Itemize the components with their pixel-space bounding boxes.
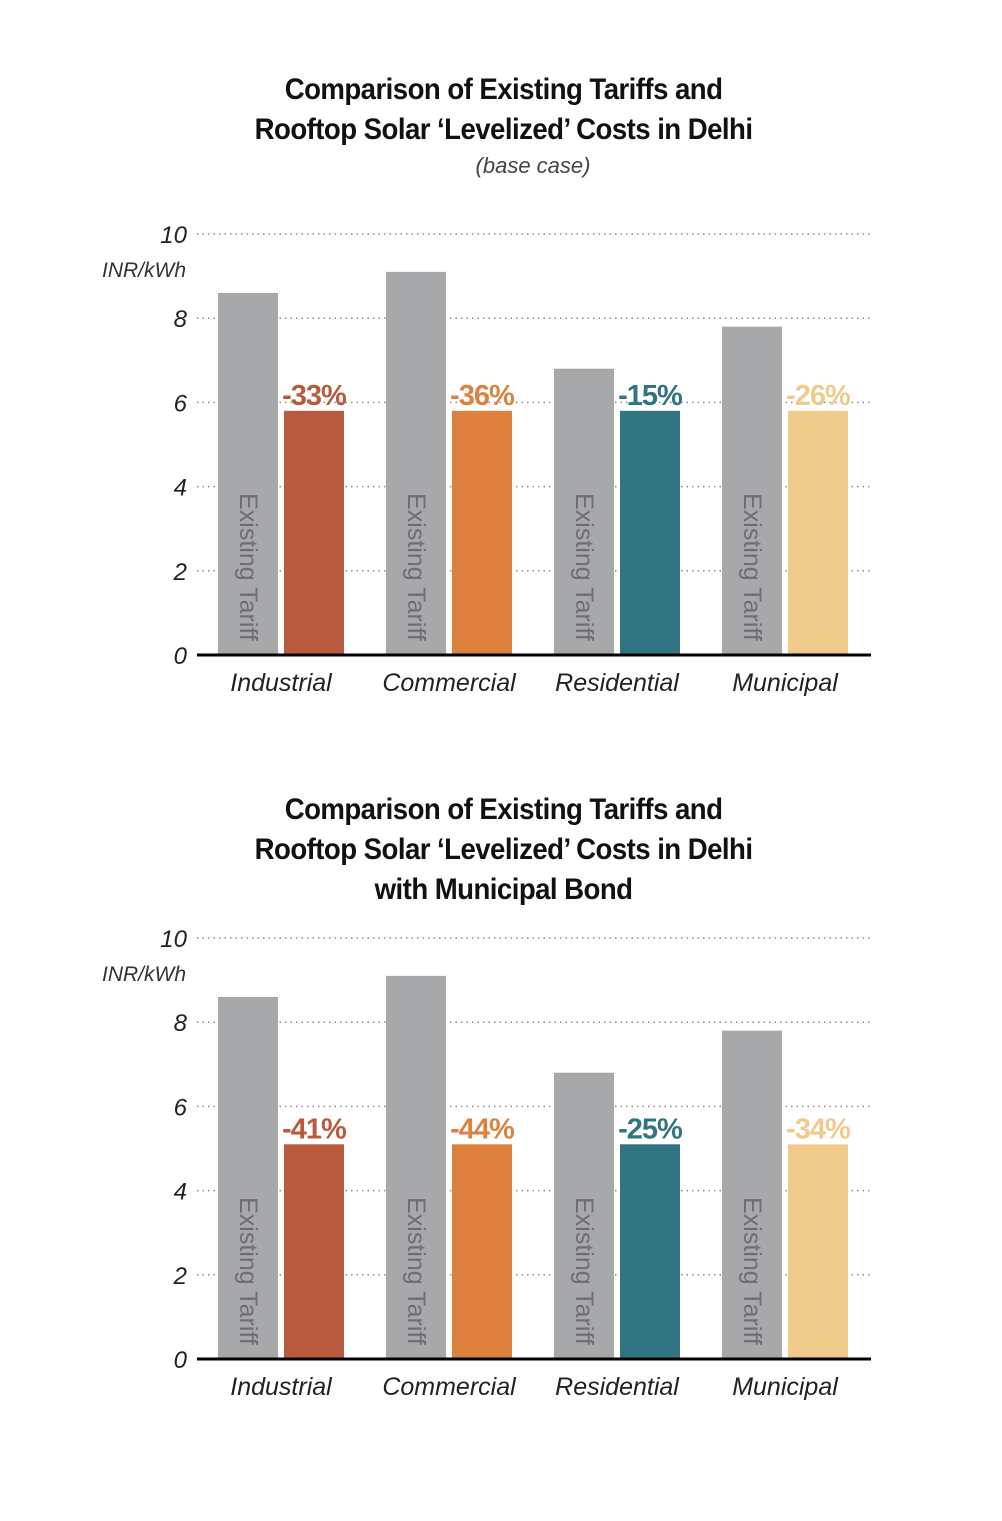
y-axis-unit-label: INR/kWh [102,259,186,282]
savings-percent-label: -41% [282,1113,347,1145]
y-tick-label: 4 [174,1179,187,1206]
chart-title-line: Rooftop Solar ‘Levelized’ Costs in Delhi [254,113,753,146]
existing-tariff-bar-label: Existing Tariff [738,1197,766,1345]
solar-cost-bar [620,410,680,655]
x-category-label: Industrial [230,669,333,697]
solar-cost-bar [284,1144,344,1359]
x-category-label: Industrial [230,1373,333,1401]
existing-tariff-bar [722,326,782,655]
bar-chart-plot: 0 2 4 6 8 10 INR/kWh Existing Tariff -41% Industr… [102,926,871,1401]
x-category-label: Residential [555,1373,680,1401]
existing-tariff-bar-label: Existing Tariff [234,1197,262,1345]
solar-cost-bar [284,410,344,655]
existing-tariff-bar-label: Existing Tariff [570,493,598,641]
savings-percent-label: -33% [282,380,347,412]
y-tick-label: 4 [174,475,187,502]
savings-percent-label: -36% [450,380,515,412]
chart-subtitle: (base case) [475,153,591,178]
existing-tariff-bar [386,975,446,1359]
savings-percent-label: -15% [618,380,683,412]
existing-tariff-bar-label: Existing Tariff [234,493,262,641]
chart-base-case: Comparison of Existing Tariffs and Rooft… [0,0,1002,730]
chart-title-line: with Municipal Bond [374,873,633,906]
y-tick-label: 8 [174,306,188,333]
savings-percent-label: -26% [786,380,851,412]
savings-percent-label: -44% [450,1113,515,1145]
solar-cost-bar [620,1144,680,1359]
y-tick-label: 6 [174,390,188,417]
existing-tariff-bar [218,996,278,1359]
solar-cost-bar [788,1144,848,1359]
x-category-label: Commercial [382,669,517,697]
x-category-label: Residential [555,669,680,697]
solar-cost-bar [788,410,848,655]
y-tick-label: 0 [174,1347,188,1374]
existing-tariff-bar [218,292,278,655]
chart-title: Comparison of Existing Tariffs and Rooft… [43,790,965,910]
y-tick-label: 2 [173,559,187,586]
chart-municipal-bond: Comparison of Existing Tariffs and Rooft… [0,760,1002,1460]
existing-tariff-bar-label: Existing Tariff [402,493,430,641]
savings-percent-label: -25% [618,1113,683,1145]
y-tick-label: 8 [174,1010,188,1037]
y-axis-unit-label: INR/kWh [102,963,186,986]
savings-percent-label: -34% [786,1113,851,1145]
y-tick-label: 10 [160,222,187,249]
existing-tariff-bar-label: Existing Tariff [738,493,766,641]
existing-tariff-bar-label: Existing Tariff [402,1197,430,1345]
x-category-label: Municipal [732,669,839,697]
chart-title: Comparison of Existing Tariffs and Rooft… [43,70,965,150]
chart-title-line: Rooftop Solar ‘Levelized’ Costs in Delhi [254,833,753,866]
existing-tariff-bar [554,368,614,655]
existing-tariff-bar-label: Existing Tariff [570,1197,598,1345]
y-tick-label: 2 [173,1263,187,1290]
y-tick-label: 0 [174,643,188,670]
existing-tariff-bar [722,1030,782,1359]
x-category-label: Commercial [382,1373,517,1401]
y-tick-label: 6 [174,1094,188,1121]
y-tick-label: 10 [160,926,187,953]
x-category-label: Municipal [732,1373,839,1401]
solar-cost-bar [452,410,512,655]
chart-title-line: Comparison of Existing Tariffs and [284,793,723,826]
existing-tariff-bar [554,1072,614,1359]
solar-cost-bar [452,1144,512,1359]
existing-tariff-bar [386,271,446,655]
chart-title-line: Comparison of Existing Tariffs and [284,73,723,106]
bar-chart-plot: 0 2 4 6 8 10 INR/kWh Existing Tariff -33% Industr… [102,222,871,697]
